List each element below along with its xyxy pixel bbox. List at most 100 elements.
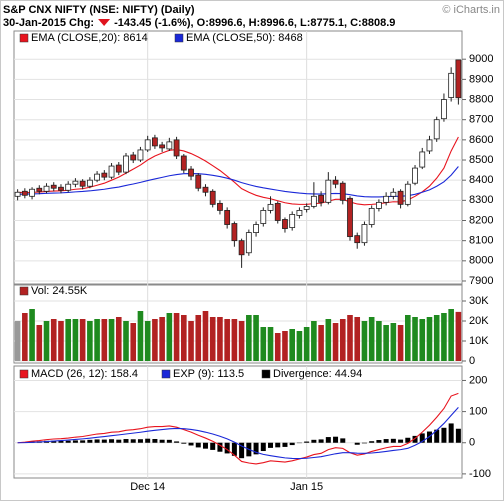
volume-bar	[87, 321, 93, 361]
legend-label: MACD (26, 12): 158.4	[31, 368, 138, 380]
volume-bar	[36, 325, 43, 361]
y-tick-label: 0	[469, 355, 475, 367]
divergence-bar	[304, 441, 310, 443]
candle-body	[397, 190, 404, 205]
divergence-bar	[239, 442, 245, 459]
volume-bar	[159, 317, 165, 361]
candle-body	[368, 208, 375, 225]
volume-bar	[419, 319, 426, 361]
divergence-bar	[195, 442, 201, 448]
volume-bar	[14, 321, 21, 361]
volume-bar	[347, 315, 353, 361]
candle-body	[202, 186, 209, 193]
divergence-bar	[80, 440, 86, 443]
candle-body	[21, 190, 28, 196]
divergence-bar	[412, 435, 418, 443]
candle-body	[289, 214, 296, 228]
candle-body	[43, 185, 50, 192]
volume-bar	[224, 319, 230, 361]
volume-bar	[202, 311, 209, 361]
candle-body	[310, 195, 317, 207]
volume-bar	[303, 327, 310, 361]
candle-body	[303, 205, 310, 210]
divergence-bar	[441, 427, 447, 443]
legend-swatch	[19, 33, 29, 43]
divergence-bar	[152, 439, 158, 443]
divergence-bar	[340, 438, 346, 443]
candle-body	[159, 144, 166, 149]
volume-bar	[50, 319, 57, 361]
y-tick-label: 8100	[469, 235, 493, 247]
volume-bar	[397, 325, 404, 361]
subtitle: 30-Jan-2015 Chg:	[3, 17, 94, 29]
divergence-bar	[181, 442, 187, 444]
divergence-bar	[260, 442, 266, 452]
legend-label: EMA (CLOSE,20): 8614	[31, 32, 148, 44]
volume-bar	[152, 319, 158, 361]
down-arrow	[98, 19, 111, 26]
volume-bar	[209, 317, 216, 361]
candle-body	[224, 210, 231, 225]
candle-body	[94, 173, 100, 181]
candle-body	[101, 172, 108, 178]
candle-body	[282, 219, 288, 229]
volume-bar	[441, 313, 447, 361]
y-tick-label: 100	[469, 406, 487, 418]
divergence-bar	[51, 440, 57, 443]
volume-bar	[94, 319, 100, 361]
candle-body	[441, 99, 447, 120]
divergence-bar	[405, 437, 411, 443]
candle-body	[115, 164, 122, 173]
volume-bar	[166, 313, 173, 361]
ema-line	[17, 136, 459, 206]
divergence-bar	[361, 442, 367, 444]
y-tick-label: 8200	[469, 214, 493, 226]
candle-body	[274, 202, 281, 221]
candle-body	[426, 139, 433, 152]
divergence-bar	[390, 438, 396, 443]
y-tick-label: 9000	[469, 53, 493, 65]
volume-bar	[108, 319, 115, 361]
candle-body	[267, 203, 274, 211]
divergence-bar	[231, 442, 237, 456]
volume-bar	[79, 319, 86, 361]
divergence-bar	[224, 442, 230, 454]
divergence-bar	[87, 439, 93, 443]
volume-bar	[65, 319, 71, 361]
candle-body	[231, 223, 238, 242]
volume-bar	[188, 321, 194, 361]
candle-body	[383, 195, 390, 203]
candle-body	[412, 167, 418, 184]
divergence-bar	[58, 440, 64, 443]
legend-label: EXP (9): 113.5	[173, 368, 244, 380]
candle-body	[58, 186, 64, 191]
divergence-bar	[137, 439, 143, 443]
divergence-bar	[116, 439, 122, 443]
candle-body	[188, 168, 194, 177]
volume-bar	[195, 315, 202, 361]
change-text: -143.45 (-1.6%), O:8996.6, H:8996.6, L:8…	[114, 17, 395, 29]
candle-body	[29, 188, 35, 197]
candle-body	[123, 155, 129, 173]
divergence-bar	[376, 440, 382, 443]
y-tick-label: 8300	[469, 194, 493, 206]
candle-body	[354, 235, 361, 244]
divergence-bar	[311, 439, 317, 443]
volume-bar	[123, 321, 129, 361]
volume-bar	[361, 321, 368, 361]
candle-body	[347, 197, 353, 238]
y-tick-label: 20K	[469, 315, 489, 327]
volume-bar	[376, 321, 382, 361]
volume-bar	[231, 319, 238, 361]
divergence-bar	[101, 439, 107, 443]
divergence-bar	[369, 441, 375, 443]
divergence-bar	[123, 439, 129, 443]
volume-bar	[181, 315, 187, 361]
y-tick-label: 8900	[469, 73, 493, 85]
volume-bar	[289, 329, 295, 361]
y-tick-label: 30K	[469, 295, 489, 307]
divergence-bar	[333, 436, 339, 443]
volume-bar	[101, 319, 108, 361]
volume-bar	[144, 321, 151, 361]
divergence-bar	[275, 442, 281, 448]
